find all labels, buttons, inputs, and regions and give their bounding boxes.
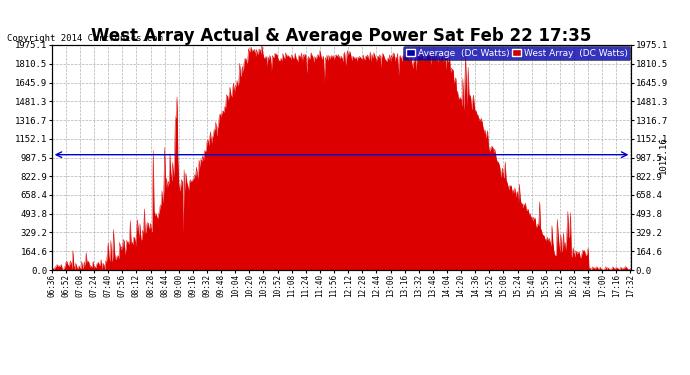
- Title: West Array Actual & Average Power Sat Feb 22 17:35: West Array Actual & Average Power Sat Fe…: [91, 27, 592, 45]
- Legend: Average  (DC Watts), West Array  (DC Watts): Average (DC Watts), West Array (DC Watts…: [404, 46, 631, 60]
- Text: Copyright 2014 Cartronics.com: Copyright 2014 Cartronics.com: [7, 34, 163, 43]
- Text: 1012.16: 1012.16: [659, 136, 668, 174]
